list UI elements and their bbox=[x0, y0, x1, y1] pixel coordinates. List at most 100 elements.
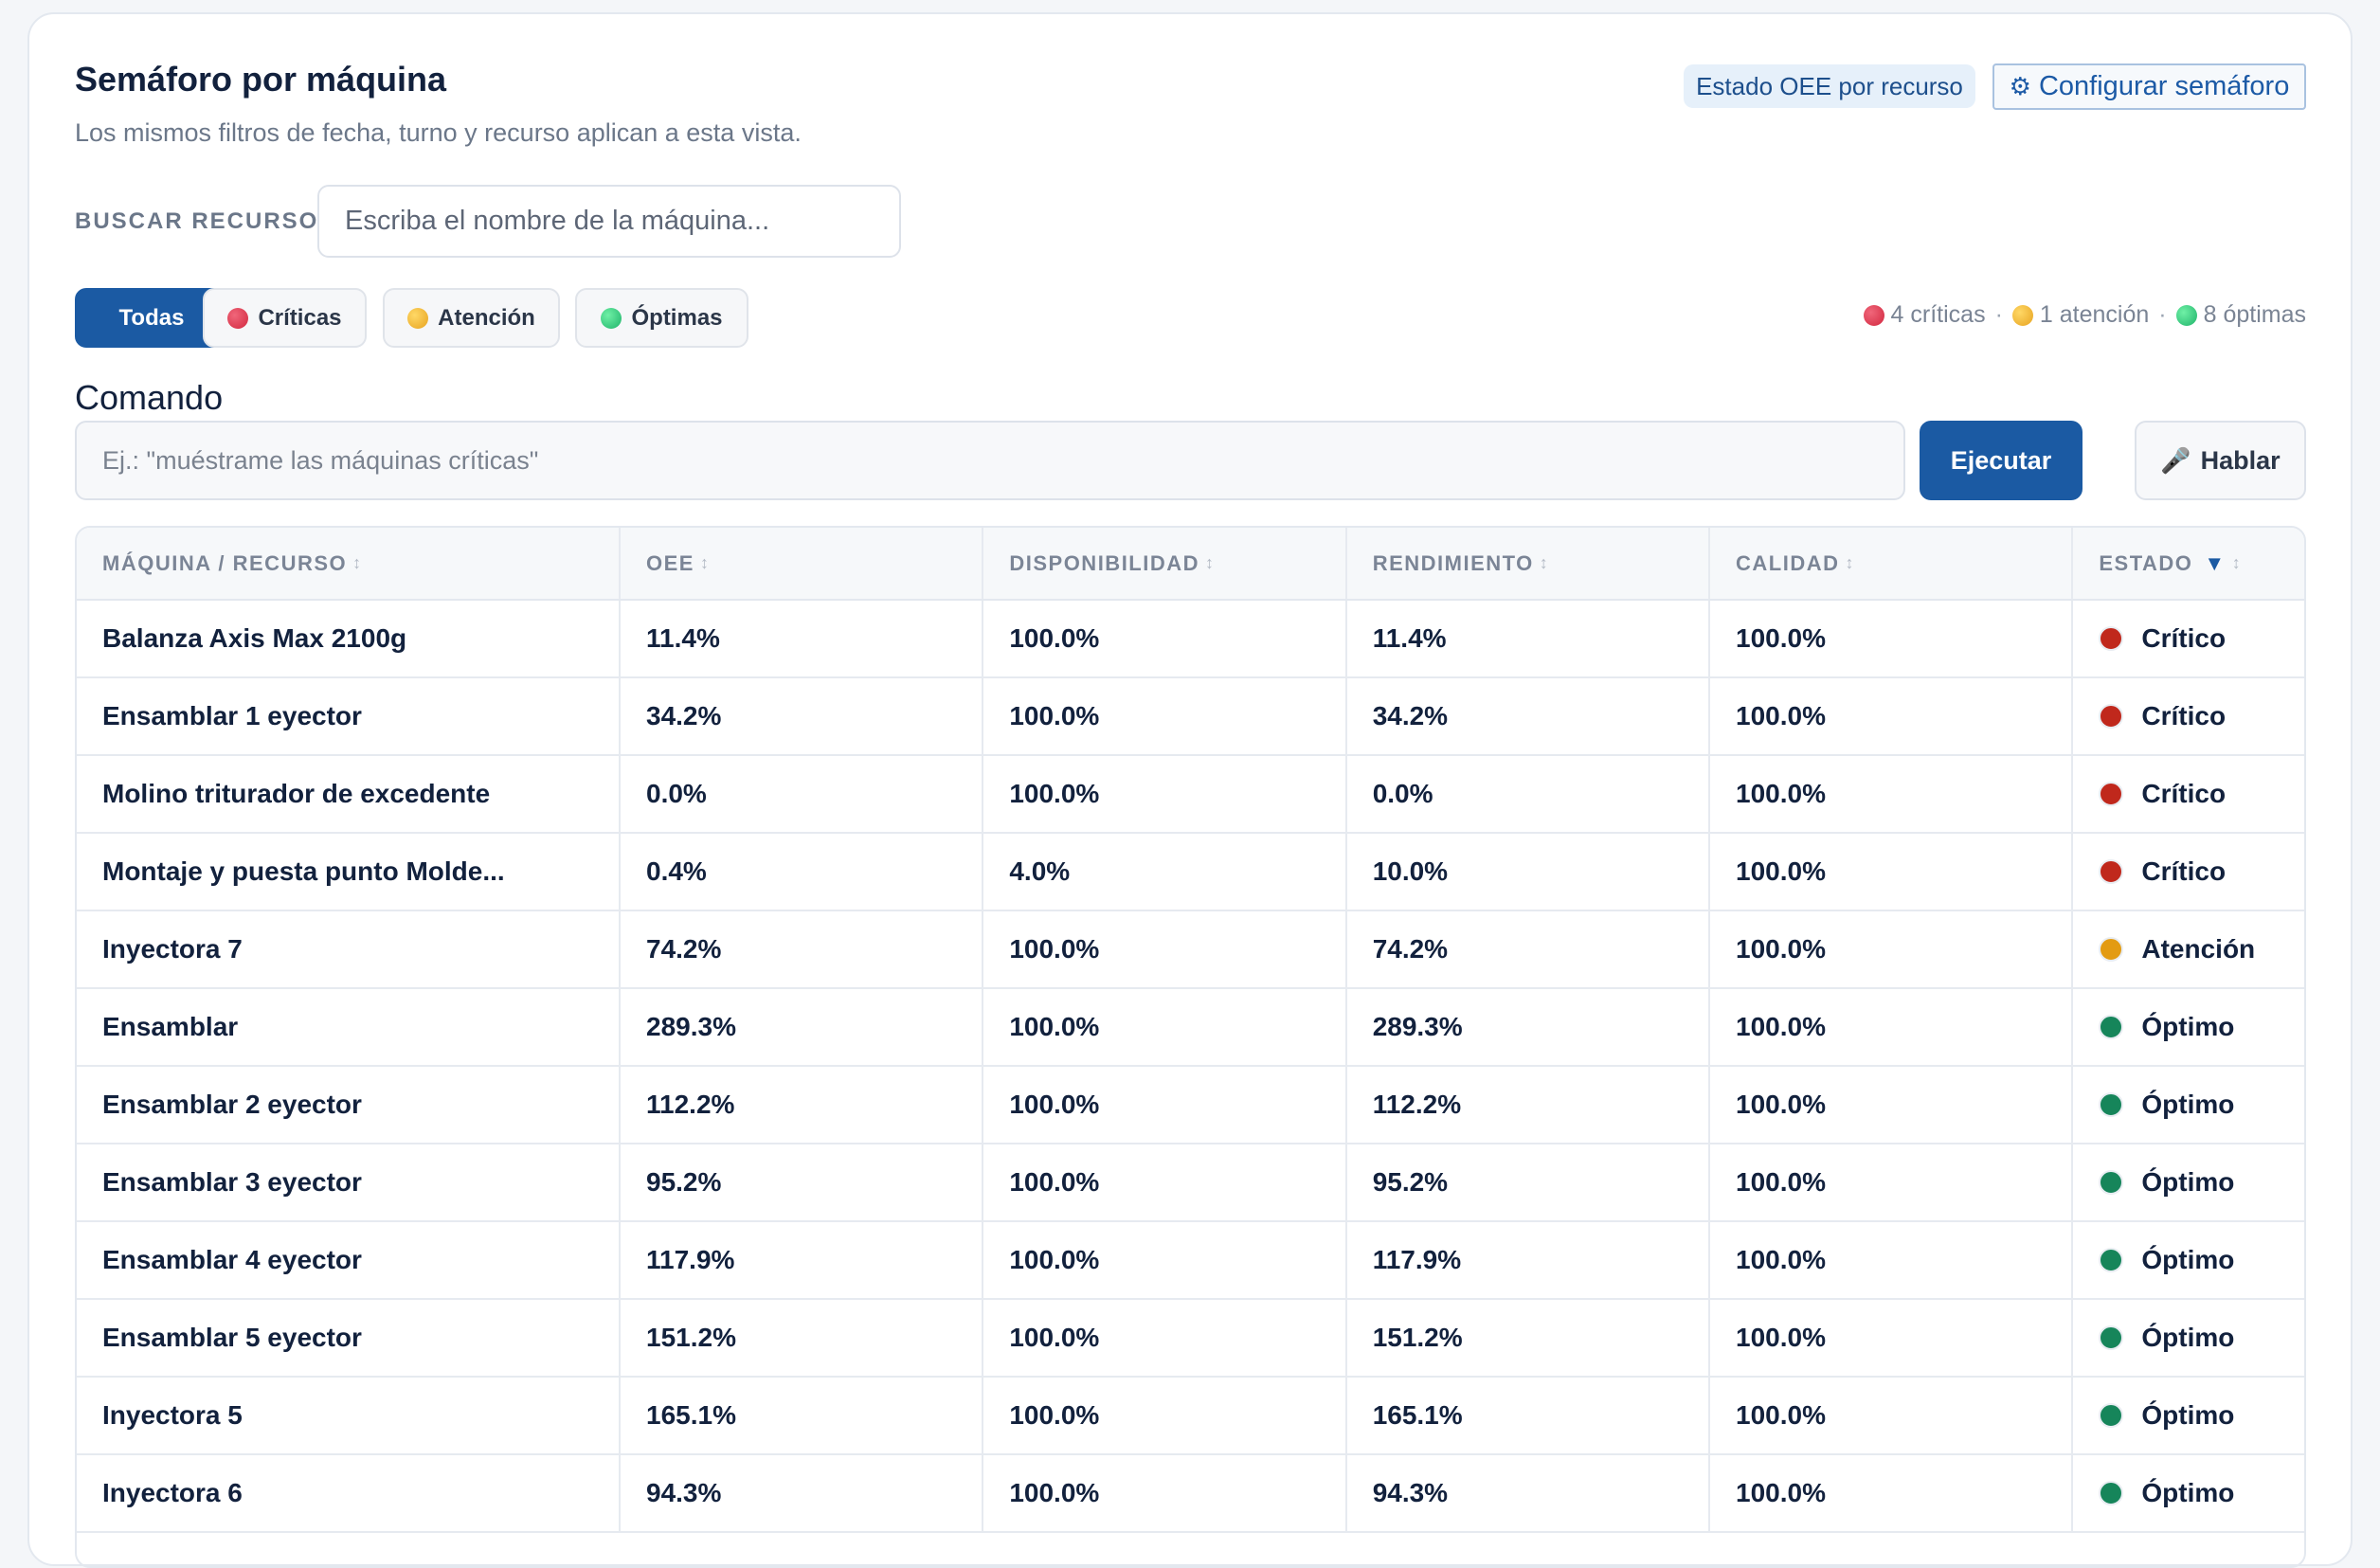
table-row[interactable]: Inyectora 5 165.1% 100.0% 165.1% 100.0% Óptim… bbox=[77, 1378, 2304, 1455]
performance-cell: 74.2% bbox=[1347, 911, 1711, 987]
oee-cell: 151.2% bbox=[621, 1300, 984, 1376]
oee-cell-value: 34.2% bbox=[646, 701, 722, 730]
availability-cell: 100.0% bbox=[983, 1222, 1347, 1298]
summary-optimal: 8 óptimas bbox=[2203, 301, 2306, 328]
oee-status-badge: Estado OEE por recurso bbox=[1684, 64, 1975, 108]
column-header-label: ESTADO bbox=[2099, 550, 2193, 575]
filter-optimal-button[interactable]: Óptimas bbox=[575, 288, 748, 348]
status-label: Óptimo bbox=[2141, 1090, 2235, 1119]
status-dot-icon bbox=[2099, 1015, 2124, 1039]
yellow-dot-icon bbox=[407, 307, 429, 329]
availability-cell-value: 100.0% bbox=[1009, 1323, 1100, 1352]
machine-cell-value: Ensamblar 1 eyector bbox=[102, 701, 362, 730]
oee-cell-value: 11.4% bbox=[646, 623, 720, 653]
availability-cell-value: 100.0% bbox=[1009, 623, 1100, 653]
machine-cell-value: Montaje y puesta punto Molde... bbox=[102, 856, 505, 886]
table-row[interactable]: Ensamblar 289.3% 100.0% 289.3% 100.0% Óptimo bbox=[77, 989, 2304, 1067]
column-header-quality[interactable]: CALIDAD ↕ bbox=[1710, 528, 2074, 599]
table-row[interactable]: Montaje y puesta punto Molde... 0.4% 4.0% 1… bbox=[77, 834, 2304, 911]
availability-cell: 100.0% bbox=[983, 1455, 1347, 1531]
table-row[interactable]: Ensamblar 3 eyector 95.2% 100.0% 95.2% 100.0… bbox=[77, 1144, 2304, 1222]
performance-cell: 95.2% bbox=[1347, 1144, 1711, 1220]
table-row[interactable]: Ensamblar 5 eyector 151.2% 100.0% 151.2% 100… bbox=[77, 1300, 2304, 1378]
sort-desc-icon: ▼ bbox=[2204, 550, 2227, 575]
configure-semaphore-button[interactable]: ⚙ Configurar semáforo bbox=[1992, 63, 2306, 110]
quality-cell: 100.0% bbox=[1710, 1378, 2074, 1453]
table-row[interactable]: Ensamblar 4 eyector 117.9% 100.0% 117.9% 100… bbox=[77, 1222, 2304, 1300]
oee-cell-value: 165.1% bbox=[646, 1400, 736, 1430]
oee-cell: 165.1% bbox=[621, 1378, 984, 1453]
machine-cell: Ensamblar 2 eyector bbox=[77, 1067, 621, 1143]
oee-cell-value: 95.2% bbox=[646, 1167, 722, 1197]
status-label: Óptimo bbox=[2141, 1323, 2235, 1352]
status-cell: Óptimo bbox=[2073, 1222, 2304, 1298]
status-dot-icon bbox=[2099, 1170, 2124, 1195]
quality-cell: 100.0% bbox=[1710, 989, 2074, 1065]
performance-cell-value: 74.2% bbox=[1372, 934, 1449, 964]
availability-cell-value: 100.0% bbox=[1009, 1478, 1100, 1507]
filter-critical-button[interactable]: Críticas bbox=[203, 288, 367, 348]
performance-cell: 165.1% bbox=[1347, 1378, 1711, 1453]
oee-cell: 34.2% bbox=[621, 678, 984, 754]
status-dot-icon bbox=[2099, 1092, 2124, 1117]
column-header-oee[interactable]: OEE ↕ bbox=[621, 528, 984, 599]
gear-icon: ⚙ bbox=[2009, 72, 2031, 100]
quality-cell-value: 100.0% bbox=[1736, 1167, 1826, 1197]
execute-button[interactable]: Ejecutar bbox=[1920, 421, 2082, 500]
column-header-status[interactable]: ESTADO ▼ ↕ bbox=[2073, 528, 2304, 599]
status-label: Óptimo bbox=[2141, 1245, 2235, 1274]
quality-cell: 100.0% bbox=[1710, 601, 2074, 676]
microphone-icon: 🎤 bbox=[2160, 445, 2191, 475]
filter-attention-button[interactable]: Atención bbox=[383, 288, 560, 348]
oee-cell-value: 112.2% bbox=[646, 1090, 735, 1119]
search-input[interactable] bbox=[317, 185, 901, 258]
status-dot-icon bbox=[2099, 1325, 2124, 1350]
quality-cell-value: 100.0% bbox=[1736, 1090, 1826, 1119]
availability-cell: 100.0% bbox=[983, 678, 1347, 754]
status-dot-icon bbox=[2099, 626, 2124, 651]
table-row[interactable]: Molino triturador de excedente 0.0% 100.0%… bbox=[77, 756, 2304, 834]
table-row[interactable]: Balanza Axis Max 2100g 11.4% 100.0% 11.4% 10… bbox=[77, 601, 2304, 678]
machine-cell-value: Inyectora 6 bbox=[102, 1478, 243, 1507]
oee-cell: 74.2% bbox=[621, 911, 984, 987]
table-body: Balanza Axis Max 2100g 11.4% 100.0% 11.4% 10… bbox=[77, 601, 2304, 1533]
status-cell: Crítico bbox=[2073, 601, 2304, 676]
status-label: Óptimo bbox=[2141, 1167, 2235, 1197]
column-header-label: CALIDAD bbox=[1736, 550, 1840, 575]
performance-cell-value: 289.3% bbox=[1372, 1012, 1463, 1041]
status-cell: Óptimo bbox=[2073, 989, 2304, 1065]
table-row[interactable]: Inyectora 6 94.3% 100.0% 94.3% 100.0% Óptimo bbox=[77, 1455, 2304, 1533]
summary-attention: 1 atención bbox=[2039, 301, 2150, 328]
oee-cell: 117.9% bbox=[621, 1222, 984, 1298]
status-cell: Óptimo bbox=[2073, 1378, 2304, 1453]
machine-cell-value: Ensamblar 3 eyector bbox=[102, 1167, 362, 1197]
availability-cell-value: 100.0% bbox=[1009, 1090, 1100, 1119]
status-label: Crítico bbox=[2141, 779, 2227, 808]
performance-cell-value: 151.2% bbox=[1372, 1323, 1463, 1352]
table-row[interactable]: Ensamblar 2 eyector 112.2% 100.0% 112.2% 100… bbox=[77, 1067, 2304, 1144]
machine-cell: Balanza Axis Max 2100g bbox=[77, 601, 621, 676]
performance-cell-value: 117.9% bbox=[1372, 1245, 1462, 1274]
table-row[interactable]: Ensamblar 1 eyector 34.2% 100.0% 34.2% 100.0… bbox=[77, 678, 2304, 756]
command-input[interactable] bbox=[75, 421, 1905, 500]
oee-cell: 94.3% bbox=[621, 1455, 984, 1531]
availability-cell-value: 100.0% bbox=[1009, 1245, 1100, 1274]
performance-cell: 289.3% bbox=[1347, 989, 1711, 1065]
quality-cell: 100.0% bbox=[1710, 1144, 2074, 1220]
column-header-machine[interactable]: MÁQUINA / RECURSO ↕ bbox=[77, 528, 621, 599]
availability-cell: 100.0% bbox=[983, 1300, 1347, 1376]
table-row[interactable]: Inyectora 7 74.2% 100.0% 74.2% 100.0% Atenció… bbox=[77, 911, 2304, 989]
performance-cell: 0.0% bbox=[1347, 756, 1711, 832]
machine-cell-value: Ensamblar 2 eyector bbox=[102, 1090, 362, 1119]
talk-label: Hablar bbox=[2200, 445, 2281, 475]
quality-cell-value: 100.0% bbox=[1736, 779, 1826, 808]
column-header-performance[interactable]: RENDIMIENTO ↕ bbox=[1347, 528, 1711, 599]
quality-cell: 100.0% bbox=[1710, 756, 2074, 832]
column-header-availability[interactable]: DISPONIBILIDAD ↕ bbox=[983, 528, 1347, 599]
page-title: Semáforo por máquina bbox=[75, 60, 447, 99]
talk-button[interactable]: 🎤 Hablar bbox=[2135, 421, 2306, 500]
oee-cell: 0.4% bbox=[621, 834, 984, 910]
performance-cell-value: 165.1% bbox=[1372, 1400, 1463, 1430]
summary-separator: · bbox=[2158, 301, 2167, 328]
status-label: Crítico bbox=[2141, 856, 2227, 886]
